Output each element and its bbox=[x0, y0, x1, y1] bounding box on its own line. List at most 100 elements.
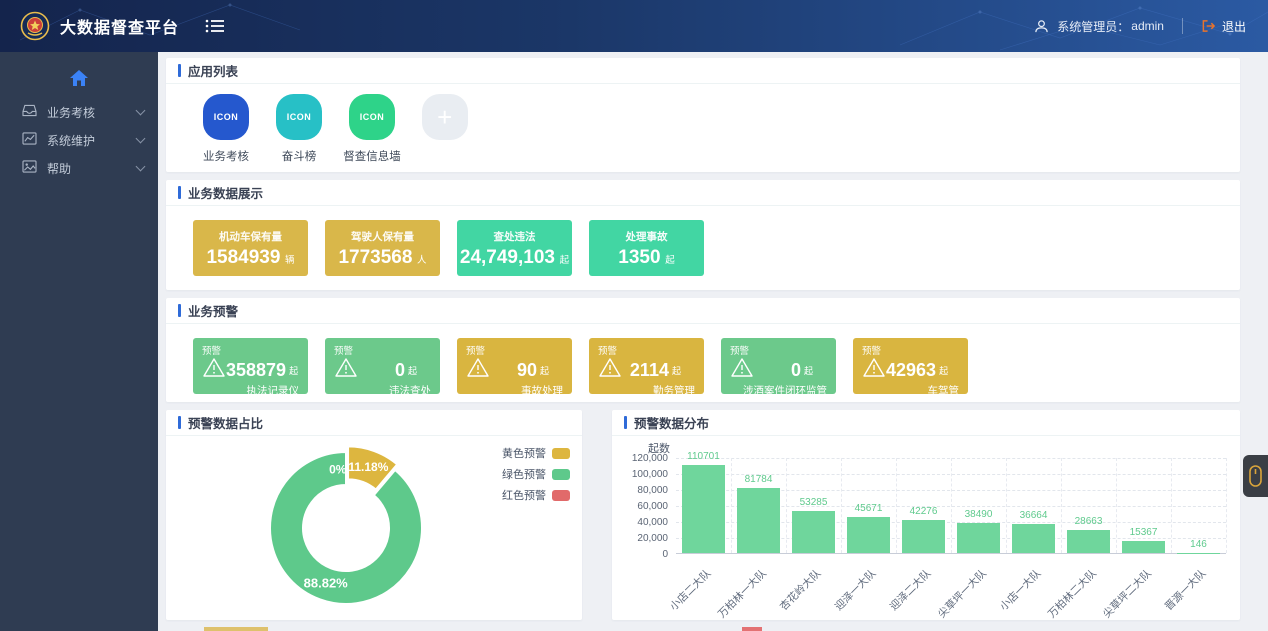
v-gridline bbox=[841, 458, 842, 553]
section-title: 业务数据展示 bbox=[188, 187, 264, 201]
legend-item-2[interactable]: 红色预警 bbox=[502, 487, 570, 503]
bar-0 bbox=[682, 465, 725, 553]
section-title: 预警数据分布 bbox=[634, 417, 710, 431]
chevron-down-icon bbox=[135, 133, 146, 144]
below-fold-legend-swatches bbox=[538, 627, 573, 631]
bar-slot-4: 42276 bbox=[896, 458, 951, 553]
home-icon bbox=[70, 70, 88, 86]
bar-value-label: 45671 bbox=[854, 502, 883, 514]
bar-value-label: 42276 bbox=[909, 505, 938, 517]
warning-tag: 预警 bbox=[730, 346, 750, 357]
pie-legend: 黄色预警绿色预警红色预警 bbox=[502, 445, 570, 508]
bar-slot-3: 45671 bbox=[841, 458, 896, 553]
section-header: 预警数据占比 bbox=[166, 410, 582, 436]
bar-1 bbox=[737, 488, 780, 553]
menu-toggle-icon[interactable] bbox=[205, 18, 225, 34]
pie-slice-label: 0% bbox=[329, 463, 347, 477]
sidebar-item-1[interactable]: 系统维护 bbox=[0, 126, 158, 154]
legend-swatch bbox=[552, 468, 570, 480]
warning-category: 勤务管理 bbox=[653, 385, 695, 397]
navbar: 大数据督查平台 系统管理员： admin 退出 bbox=[0, 0, 1268, 52]
sidebar-item-2[interactable]: 帮助 bbox=[0, 154, 158, 182]
mouse-icon bbox=[1249, 465, 1262, 487]
bar-chart-plot-area: 110701 81784 53285 45671 42276 38490 36664 2866… bbox=[676, 451, 1227, 554]
app-shortcut-0[interactable]: ICON 业务考核 bbox=[190, 94, 262, 164]
warning-tag: 预警 bbox=[598, 346, 618, 357]
app-shortcut-1[interactable]: ICON 奋斗榜 bbox=[263, 94, 335, 164]
sidebar-item-label: 系统维护 bbox=[47, 133, 96, 148]
warning-triangle-icon bbox=[730, 357, 754, 383]
header-accent-bar bbox=[178, 416, 181, 429]
stat-card-value: 1584939 辆 bbox=[206, 247, 295, 268]
charts-row: 预警数据占比 黄色预警 绿色预警 红色预警 0% 11.18% 88.82% 预警数据分… bbox=[166, 410, 1240, 620]
stat-card-1: 驾驶人保有量 1773568 人 bbox=[325, 220, 440, 276]
warning-unit: 起 bbox=[939, 365, 949, 376]
v-gridline bbox=[731, 458, 732, 553]
sidebar-item-label: 业务考核 bbox=[47, 105, 96, 120]
section-title: 预警数据占比 bbox=[188, 417, 264, 431]
panel-warning-pie: 预警数据占比 黄色预警 绿色预警 红色预警 0% 11.18% 88.82% bbox=[166, 410, 582, 620]
warning-unit: 起 bbox=[407, 365, 417, 376]
stat-card-2: 查处违法 24,749,103 起 bbox=[457, 220, 572, 276]
constellation-decoration bbox=[19, 3, 1268, 51]
pie-slice-1 bbox=[347, 445, 399, 491]
v-gridline bbox=[896, 458, 897, 553]
warning-count: 0 bbox=[790, 360, 801, 380]
chart-monitor-icon bbox=[22, 132, 37, 148]
main-content: 应用列表 ICON 业务考核 ICON 奋斗榜 ICON 督查信息墙 + 业务数据展示 机动… bbox=[158, 52, 1268, 631]
y-axis-tick: 100,000 bbox=[631, 469, 668, 480]
logout-button[interactable]: 退出 bbox=[1201, 18, 1246, 35]
warning-card-1: 预警 0 起违法查处 bbox=[325, 338, 440, 397]
bar-slot-1: 81784 bbox=[731, 458, 786, 553]
header-accent-bar bbox=[178, 304, 181, 317]
plus-icon: + bbox=[422, 94, 468, 140]
warning-count: 358879 bbox=[226, 360, 287, 380]
x-axis-label: 万柏林二大队 bbox=[1045, 567, 1099, 620]
bar-value-label: 28663 bbox=[1074, 516, 1103, 528]
y-axis-tick: 80,000 bbox=[637, 485, 668, 496]
app-bubble-icon: ICON bbox=[349, 94, 395, 140]
warning-tag: 预警 bbox=[202, 346, 222, 357]
police-badge-logo bbox=[20, 11, 50, 41]
header-accent-bar bbox=[178, 186, 181, 199]
warning-cards-row: 预警 358879 起执法记录仪 预警 0 起违法查处 预警 90 起事故处理 预警 2114 起勤务… bbox=[166, 324, 1240, 397]
app-title: 大数据督查平台 bbox=[60, 20, 180, 37]
sidebar-home-button[interactable] bbox=[0, 58, 158, 98]
app-label: 奋斗榜 bbox=[281, 151, 317, 163]
bar-slot-6: 36664 bbox=[1006, 458, 1061, 553]
legend-swatch bbox=[552, 447, 570, 459]
warning-unit: 起 bbox=[803, 365, 813, 376]
y-axis-tick: 60,000 bbox=[637, 501, 668, 512]
warning-unit: 起 bbox=[539, 365, 549, 376]
scroll-gadget[interactable] bbox=[1243, 455, 1268, 497]
app-shortcut-2[interactable]: ICON 督查信息墙 bbox=[336, 94, 408, 164]
warning-card-5: 预警 42963 起车驾管 bbox=[853, 338, 968, 397]
legend-item-1[interactable]: 绿色预警 bbox=[502, 466, 570, 482]
divider bbox=[1181, 18, 1183, 34]
legend-label: 黄色预警 bbox=[502, 448, 546, 460]
legend-item-0[interactable]: 黄色预警 bbox=[502, 445, 570, 461]
warning-count: 90 bbox=[516, 360, 537, 380]
warning-triangle-icon bbox=[862, 357, 886, 383]
v-gridline bbox=[1171, 458, 1172, 553]
bar-chart-y-axis-title: 起数 bbox=[648, 443, 670, 455]
v-gridline bbox=[1116, 458, 1117, 553]
bar-value-label: 36664 bbox=[1019, 509, 1048, 521]
bar-3 bbox=[847, 516, 890, 553]
bar-5 bbox=[957, 522, 1000, 553]
section-header: 业务预警 bbox=[166, 298, 1240, 324]
stat-card-value: 1350 起 bbox=[618, 247, 675, 268]
legend-label: 红色预警 bbox=[502, 490, 546, 502]
warning-tag: 预警 bbox=[862, 346, 882, 357]
app-bubble-icon: ICON bbox=[276, 94, 322, 140]
chevron-down-icon bbox=[135, 105, 146, 116]
add-app-button[interactable]: + bbox=[409, 94, 481, 164]
bar-7 bbox=[1067, 530, 1110, 553]
sidebar-item-0[interactable]: 业务考核 bbox=[0, 98, 158, 126]
bar-slot-8: 15367 bbox=[1116, 458, 1171, 553]
stat-card-unit: 起 bbox=[556, 255, 570, 266]
header-accent-bar bbox=[624, 416, 627, 429]
warning-unit: 起 bbox=[289, 365, 299, 376]
stat-card-value: 1773568 人 bbox=[338, 247, 427, 268]
stat-card-unit: 起 bbox=[662, 255, 675, 266]
